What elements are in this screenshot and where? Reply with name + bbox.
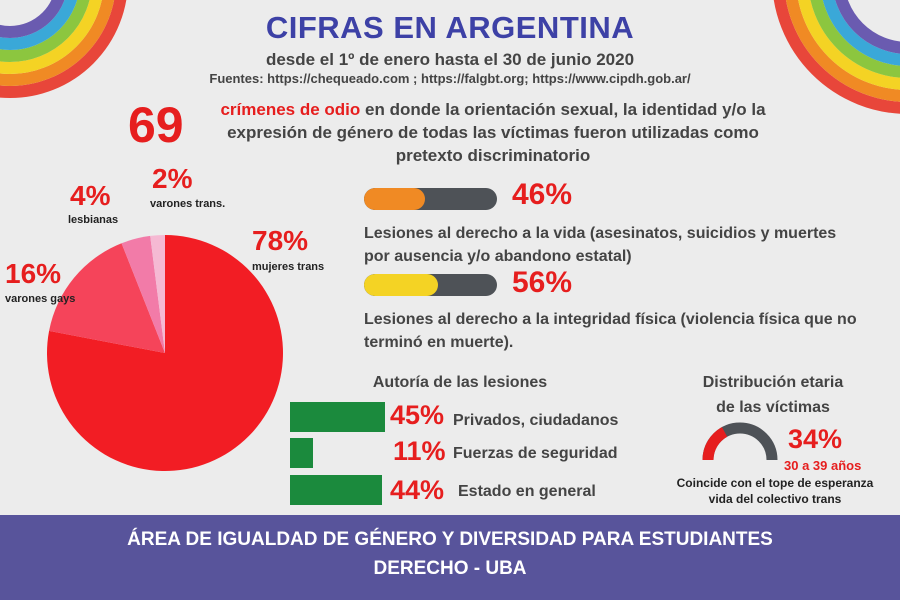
age-note-line1: Coincide con el tope de esperanza [676,476,874,490]
authorship-bar-privados [290,402,385,432]
page-title: CIFRAS EN ARGENTINA [265,10,635,45]
age-gauge-fill [702,427,728,461]
life-pct: 46% [512,178,573,211]
physical-pct: 56% [512,266,573,299]
victims-pie-chart [47,235,284,471]
authorship-bar-fuerzas [290,438,314,468]
authorship-label-estado: Estado en general [458,483,596,500]
physical-progress-bar [364,274,497,296]
crimes-description: crímenes de odio en donde la orientación… [208,98,778,167]
footer-line1: ÁREA DE IGUALDAD DE GÉNERO Y DIVERSIDAD … [127,529,773,550]
life-description: Lesiones al derecho a la vida (asesinato… [364,225,837,265]
physical-description: Lesiones al derecho a la integridad físi… [364,311,857,351]
authorship-pct-estado: 44% [390,475,445,505]
age-title-line2: de las víctimas [716,399,830,416]
authorship-label-privados: Privados, ciudadanos [453,412,619,429]
pie-label-varones-trans-name: varones trans. [150,198,226,210]
footer-line2: DERECHO - UBA [373,558,527,579]
age-range: 30 a 39 años [784,458,862,473]
life-progress-fill [364,188,426,210]
age-title-line1: Distribución etaria [702,374,844,391]
crimes-count: 69 [128,97,184,153]
authorship-pct-privados: 45% [390,400,445,430]
pie-label-varones-gays-pct: 16% [5,258,62,289]
pie-label-mujeres-trans-pct: 78% [252,225,309,256]
sources-line: Fuentes: https://chequeado.com ; https:/… [209,71,691,86]
crimes-text: en donde la orientación sexual, la ident… [227,100,766,165]
pie-label-lesbianas-name: lesbianas [68,214,119,226]
crimes-highlight: crímenes de odio [220,100,361,119]
pie-slice-varones-gays [49,243,165,353]
footer-banner [0,515,900,600]
authorship-label-fuerzas: Fuerzas de seguridad [453,445,618,462]
age-note-line2: vida del colectivo trans [708,492,842,506]
pie-label-lesbianas-pct: 4% [70,180,111,211]
life-progress-bar [364,188,497,210]
pie-slice-mujeres-trans [47,235,284,471]
physical-progress-fill [364,274,439,296]
date-range-subtitle: desde el 1º de enero hasta el 30 de juni… [265,50,635,69]
authorship-title: Autoría de las lesiones [372,374,548,391]
age-gauge [702,422,778,461]
pie-slice-lesbianas [121,235,165,353]
authorship-bar-estado [290,475,383,505]
pie-label-mujeres-trans-name: mujeres trans [252,261,325,273]
age-pct: 34% [788,424,843,454]
pie-label-varones-gays-name: varones gays [5,293,76,305]
pie-label-varones-trans-pct: 2% [152,163,193,194]
authorship-pct-fuerzas: 11% [393,436,446,466]
pie-slice-varones-trans [150,235,165,353]
rainbow-left-decoration [0,0,127,98]
